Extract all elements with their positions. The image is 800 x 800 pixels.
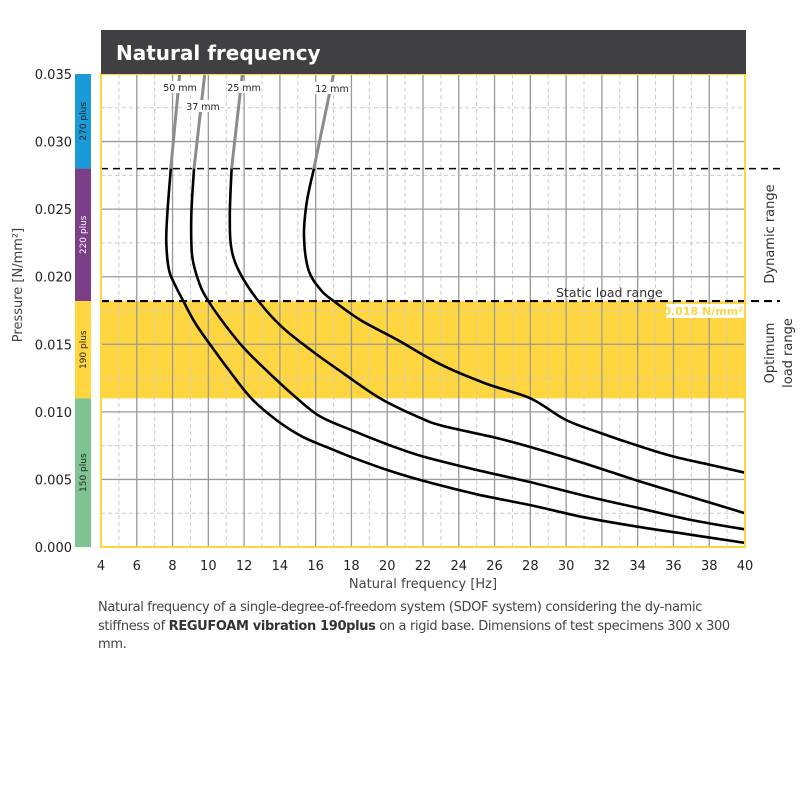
static-load-range-label: Static load range bbox=[556, 285, 663, 300]
chart-title: Natural frequency bbox=[116, 41, 321, 65]
curve-25mm bbox=[228, 168, 746, 515]
x-tick-label: 40 bbox=[737, 559, 754, 574]
curve-label-bg bbox=[163, 81, 197, 93]
curve-label-bg bbox=[227, 81, 261, 93]
curve-label: 37 mm bbox=[186, 102, 220, 113]
x-tick-label: 34 bbox=[629, 559, 646, 574]
x-tick-label: 38 bbox=[701, 559, 718, 574]
product-band-label: 150 plus bbox=[79, 453, 89, 492]
curve-label: 25 mm bbox=[227, 83, 261, 94]
x-axis-label: Natural frequency [Hz] bbox=[349, 577, 497, 592]
x-tick-label: 10 bbox=[200, 559, 217, 574]
dynamic-range-label: Dynamic range bbox=[763, 184, 778, 283]
curve-label-bg bbox=[315, 82, 349, 94]
y-tick-label: 0.010 bbox=[35, 406, 72, 421]
curve-label: 12 mm bbox=[315, 84, 349, 95]
y-tick-label: 0.015 bbox=[35, 338, 72, 353]
x-tick-label: 24 bbox=[451, 559, 468, 574]
product-band-190-plus bbox=[75, 301, 91, 399]
y-axis-label: Pressure [N/mm²] bbox=[11, 228, 26, 342]
product-band-220-plus bbox=[75, 168, 91, 302]
curve-label-bg bbox=[186, 100, 220, 112]
y-tick-label: 0.025 bbox=[35, 203, 72, 218]
title-bar bbox=[101, 30, 746, 74]
product-band-270-plus bbox=[75, 74, 91, 169]
x-tick-label: 22 bbox=[415, 559, 432, 574]
x-tick-label: 28 bbox=[522, 559, 539, 574]
optimum-range-label-line2: load range bbox=[781, 318, 796, 388]
y-tick-label: 0.030 bbox=[35, 136, 72, 151]
product-band-label: 190 plus bbox=[79, 330, 89, 369]
product-band-label: 220 plus bbox=[79, 215, 89, 254]
y-tick-label: 0.000 bbox=[35, 541, 72, 556]
curve-label: 50 mm bbox=[163, 83, 197, 94]
optimum-range-label-line1: Optimum bbox=[763, 323, 778, 384]
y-tick-label: 0.020 bbox=[35, 271, 72, 286]
caption-product-name: REGUFOAM vibration 190plus bbox=[168, 618, 376, 634]
y-tick-label: 0.005 bbox=[35, 473, 72, 488]
curve-upper-37mm bbox=[192, 73, 207, 169]
static-value-label: 0.018 N/mm² bbox=[663, 305, 743, 318]
caption-part1: Natural frequency of a single-degree-of-… bbox=[98, 600, 703, 634]
x-tick-label: 26 bbox=[486, 559, 503, 574]
x-tick-label: 20 bbox=[379, 559, 396, 574]
x-tick-label: 12 bbox=[236, 559, 253, 574]
x-tick-label: 30 bbox=[558, 559, 575, 574]
x-tick-label: 32 bbox=[594, 559, 611, 574]
natural-frequency-chart: Natural frequency 270 plus 220 plus 190 pl… bbox=[11, 30, 796, 592]
x-tick-label: 18 bbox=[343, 559, 360, 574]
x-tick-label: 6 bbox=[133, 559, 141, 574]
curve-37mm bbox=[189, 168, 746, 531]
curve-12mm bbox=[302, 168, 746, 474]
product-band-label: 270 plus bbox=[79, 102, 89, 141]
curve-50mm bbox=[164, 168, 746, 545]
product-band-150-plus bbox=[75, 398, 91, 547]
x-tick-label: 16 bbox=[307, 559, 324, 574]
x-tick-label: 14 bbox=[272, 559, 289, 574]
y-tick-label: 0.035 bbox=[35, 68, 72, 83]
x-tick-label: 36 bbox=[665, 559, 682, 574]
caption-part2: on a rigid base. Dimensions of test spec… bbox=[98, 618, 730, 653]
chart-caption: Natural frequency of a single-degree-of-… bbox=[98, 599, 738, 655]
x-tick-label: 8 bbox=[168, 559, 176, 574]
x-tick-label: 4 bbox=[97, 559, 105, 574]
static-value-label-bg bbox=[666, 304, 744, 318]
